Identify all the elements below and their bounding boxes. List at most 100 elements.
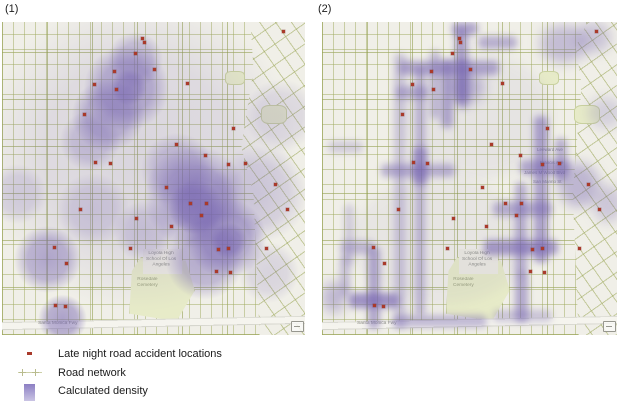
density-segment — [348, 292, 399, 309]
accident-point — [429, 69, 433, 73]
accident-point — [578, 247, 582, 251]
accident-point — [199, 213, 203, 217]
accident-point — [410, 83, 414, 87]
panel-1-label: (1) — [5, 3, 19, 15]
map-attribution-icon[interactable] — [603, 321, 616, 332]
density-segment — [451, 22, 479, 35]
accident-point — [112, 69, 116, 73]
panel-2-label: (2) — [318, 3, 332, 15]
density-segment — [327, 140, 364, 154]
density-segment — [457, 59, 468, 110]
accident-point — [457, 37, 461, 41]
park-area — [538, 70, 559, 86]
density-segment — [322, 281, 346, 314]
density-blob — [56, 172, 130, 248]
density-segment — [448, 72, 485, 104]
accident-point — [204, 154, 208, 158]
accident-point — [445, 247, 449, 251]
accident-point — [175, 143, 178, 147]
accident-point — [382, 304, 386, 308]
accident-point — [281, 30, 285, 34]
accident-point — [64, 304, 68, 308]
accident-point — [451, 216, 455, 220]
density-segment — [398, 61, 499, 76]
accident-point — [490, 143, 494, 147]
accident-point — [541, 247, 545, 251]
school-label: Loyola High School Of Los Angeles — [462, 251, 493, 267]
school-label: Loyola High School Of Los Angeles — [146, 251, 176, 268]
density-segment — [414, 65, 426, 317]
density-gradient-icon — [24, 384, 35, 401]
accident-point — [141, 37, 145, 41]
accident-point — [485, 225, 489, 229]
density-segment — [413, 147, 427, 185]
legend-row-accidents: Late night road accident locations — [16, 344, 222, 363]
park-area — [574, 104, 600, 125]
density-segment — [381, 164, 455, 177]
density-blob — [165, 219, 245, 301]
density-segment — [540, 25, 588, 63]
accident-point — [265, 247, 268, 251]
accident-point — [542, 271, 546, 275]
density-segment — [441, 59, 454, 129]
accident-point — [54, 304, 58, 307]
accident-point — [92, 83, 96, 87]
accident-point — [244, 161, 248, 165]
accident-point — [52, 246, 56, 250]
accident-point — [514, 213, 518, 217]
accident-point — [468, 68, 472, 71]
density-segment — [344, 203, 355, 267]
road-line-icon — [17, 368, 42, 377]
density-segment — [558, 162, 600, 207]
accident-point — [372, 304, 376, 307]
density-segment — [394, 53, 407, 329]
calculated-density-layer — [322, 22, 617, 335]
accident-point — [518, 154, 522, 158]
map-panel-kernel-density: Loyola High School Of Los Angeles Roseda… — [2, 22, 305, 335]
accident-point-icon — [27, 352, 32, 355]
density-segment — [493, 309, 553, 323]
density-blob — [14, 225, 81, 295]
density-segment — [515, 181, 528, 276]
accident-point — [586, 182, 590, 186]
accident-point — [594, 30, 598, 34]
legend-label-accidents: Late night road accident locations — [58, 347, 222, 360]
accident-point — [426, 161, 430, 165]
accident-point — [545, 126, 549, 130]
density-blob — [38, 294, 87, 335]
cemetery-label: Rosedale Cemetery — [453, 277, 475, 288]
accident-point — [227, 162, 231, 166]
accident-point — [188, 201, 192, 205]
accident-point — [411, 160, 415, 164]
diagonal-road-grid — [572, 22, 617, 335]
map-attribution-icon[interactable] — [291, 321, 304, 332]
density-segment — [575, 22, 612, 54]
legend: Late night road accident locations Road … — [16, 344, 222, 401]
accident-point — [383, 262, 387, 266]
accident-point — [65, 262, 69, 266]
accident-point — [450, 52, 454, 56]
legend-label-roads: Road network — [58, 366, 126, 379]
density-blob — [244, 78, 305, 154]
accident-point — [128, 247, 132, 251]
density-blob — [211, 144, 305, 245]
accident-point — [396, 207, 400, 211]
density-segment — [395, 86, 429, 99]
density-blob — [59, 109, 121, 173]
accident-point — [529, 269, 533, 273]
accident-point — [531, 247, 535, 251]
density-segment — [339, 253, 350, 298]
legend-row-density: Calculated density — [16, 382, 222, 401]
accident-point — [432, 88, 436, 92]
accident-point — [480, 186, 484, 189]
density-segment — [367, 247, 380, 329]
density-segment — [555, 137, 567, 182]
accident-point — [142, 41, 146, 45]
accident-point — [185, 82, 189, 86]
density-segment — [478, 36, 517, 49]
park-area — [261, 104, 288, 125]
legend-label-density: Calculated density — [58, 385, 148, 397]
density-blob — [83, 43, 169, 132]
accident-point — [78, 207, 82, 211]
accident-point — [371, 246, 375, 250]
